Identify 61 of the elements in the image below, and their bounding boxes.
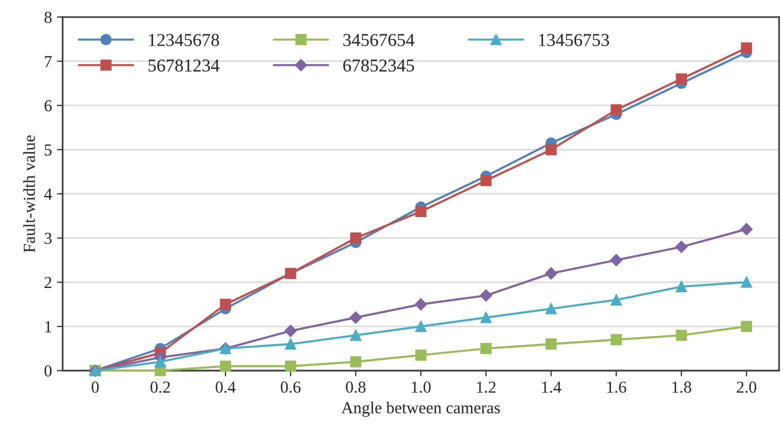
point (285, 360, 296, 372)
x-tick-label: 2.0 (736, 382, 756, 393)
point (414, 298, 427, 310)
x-tick-label: 1.8 (672, 382, 692, 393)
point (285, 338, 296, 350)
y-tick-label: 7 (44, 56, 52, 68)
y-tick-label: 5 (44, 144, 52, 156)
point (740, 320, 752, 332)
x-tick-label: 0.2 (150, 382, 170, 393)
y-tick-label: 8 (44, 12, 52, 23)
point (675, 240, 688, 253)
point (350, 356, 362, 368)
point (154, 356, 166, 368)
point (415, 206, 426, 218)
x-tick-label: 0 (92, 382, 99, 393)
point (545, 267, 558, 280)
point (740, 223, 753, 236)
point (480, 175, 492, 186)
point (350, 232, 362, 244)
y-tick-label: 3 (44, 232, 52, 244)
point (480, 342, 492, 354)
point (740, 42, 752, 54)
point (350, 311, 362, 324)
point (610, 334, 622, 346)
y-axis-title: Fault-width value (23, 135, 35, 252)
x-tick-label: 0.4 (216, 382, 236, 393)
point (546, 303, 557, 314)
y-tick-label: 4 (44, 188, 52, 200)
x-tick-label: 1.4 (542, 382, 562, 393)
legend-label: 34567654 (343, 34, 414, 46)
point (220, 298, 232, 310)
legend-label: 12345678 (149, 34, 220, 46)
y-tick-label: 1 (45, 321, 52, 332)
legend-label: 67852345 (343, 59, 414, 72)
x-axis-title: Angle between cameras (341, 402, 500, 417)
point (546, 338, 557, 350)
point (676, 73, 687, 84)
x-tick-label: 0.8 (346, 382, 366, 393)
point (676, 330, 687, 341)
point (676, 281, 687, 292)
point (480, 312, 492, 324)
y-tick-label: 2 (44, 276, 52, 288)
point (415, 350, 426, 361)
point (220, 360, 232, 372)
legend-label: 56781234 (148, 59, 220, 72)
x-tick-label: 0.6 (280, 382, 301, 393)
point (480, 289, 492, 302)
x-tick-label: 1.0 (412, 382, 431, 393)
point (350, 330, 362, 341)
point (610, 254, 622, 266)
point (546, 144, 557, 156)
point (740, 276, 752, 288)
point (610, 104, 622, 116)
legend-label: 13456753 (539, 34, 610, 46)
y-tick-label: 0 (44, 365, 52, 377)
x-tick-label: 1.6 (607, 382, 626, 393)
y-tick-label: 6 (44, 100, 52, 112)
x-tick-label: 1.2 (477, 382, 496, 393)
point (284, 324, 297, 337)
point (415, 320, 426, 332)
point (610, 294, 622, 306)
